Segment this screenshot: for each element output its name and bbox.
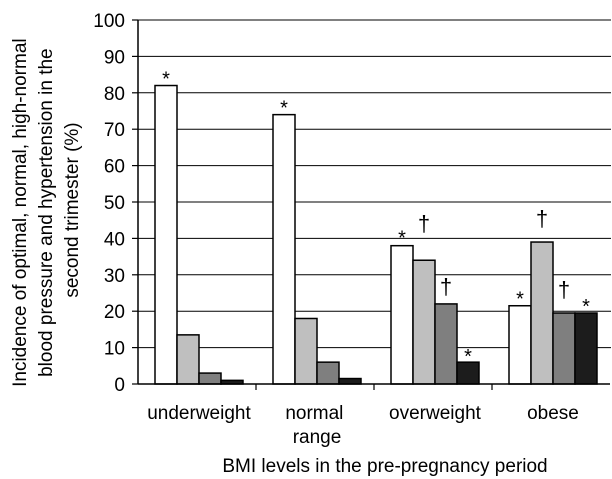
- bar-underweight-series-3: [198, 372, 222, 385]
- bar-underweight-series-1: [154, 84, 178, 385]
- bar-underweight-series-2: [176, 334, 200, 385]
- significance-markers: * * * † † * * † † *: [162, 69, 590, 369]
- asterisk-marker-overweight-series-4: *: [464, 346, 472, 368]
- bar-normal-range-series-3: [316, 361, 340, 385]
- bar-overweight-series-2: [412, 259, 436, 385]
- y-tick-label-60: 60: [104, 157, 125, 178]
- asterisk-marker-obese-series-4: *: [582, 296, 590, 318]
- dagger-marker-overweight-series-2: †: [418, 211, 430, 236]
- bar-obese-series-1: [508, 304, 532, 385]
- y-tick-label-20: 20: [104, 302, 125, 323]
- bar-obese-series-2: [530, 241, 554, 385]
- bar-obese-series-3: [552, 312, 576, 385]
- x-category-label-normal-range: normal range: [285, 403, 348, 448]
- y-tick-label-80: 80: [104, 84, 125, 105]
- x-category-label-obese: obese: [527, 403, 579, 424]
- x-axis-title: BMI levels in the pre-pregnancy period: [222, 456, 547, 477]
- x-category-label-overweight: overweight: [389, 403, 482, 424]
- y-tick-label-70: 70: [104, 120, 125, 141]
- bar-normal-range-series-4: [338, 377, 362, 385]
- y-tick-label-100: 100: [93, 11, 125, 32]
- bar-obese-series-4: [574, 312, 598, 385]
- dagger-marker-obese-series-2: †: [536, 206, 548, 231]
- y-gridlines: [138, 19, 611, 349]
- bars: [154, 84, 598, 385]
- bar-overweight-series-3: [434, 303, 458, 385]
- y-tick-label-90: 90: [104, 47, 125, 68]
- dagger-marker-obese-series-3: †: [558, 277, 570, 302]
- y-tick-label-40: 40: [104, 229, 125, 250]
- x-axis-ticks: underweight normal range overweight obese: [147, 384, 579, 448]
- dagger-marker-overweight-series-3: †: [440, 274, 452, 299]
- asterisk-marker-overweight-series-1: *: [398, 228, 406, 250]
- x-category-label-underweight: underweight: [147, 403, 251, 424]
- bar-overweight-series-1: [390, 244, 414, 385]
- asterisk-marker-obese-series-1: *: [516, 289, 524, 311]
- y-axis-ticks: 0 10 20 30 40 50 60 70 80 90 100: [93, 11, 138, 396]
- y-tick-label-30: 30: [104, 266, 125, 287]
- asterisk-marker-underweight-series-1: *: [162, 69, 170, 91]
- y-tick-label-50: 50: [104, 193, 125, 214]
- y-axis-title: Incidence of optimal, normal, high-norma…: [10, 33, 83, 387]
- asterisk-marker-normal-range-series-1: *: [280, 98, 288, 120]
- y-tick-label-10: 10: [104, 339, 125, 360]
- bar-normal-range-series-1: [272, 113, 296, 385]
- y-tick-label-0: 0: [114, 375, 125, 396]
- bar-normal-range-series-2: [294, 317, 318, 385]
